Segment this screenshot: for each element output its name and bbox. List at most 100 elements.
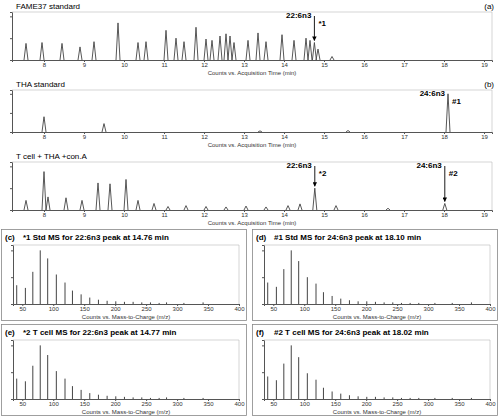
- y-tick: [11, 250, 13, 251]
- x-tick-label: 200: [111, 401, 122, 407]
- y-tick-mark: [262, 277, 264, 278]
- chromatogram-peak: [24, 43, 28, 60]
- y-tick-mark: [262, 250, 264, 251]
- x-tick-label: 350: [455, 401, 466, 407]
- x-tick: 200: [362, 399, 373, 407]
- chromatogram-peak: [136, 43, 140, 60]
- x-tick: 200: [362, 304, 373, 312]
- x-tick-label: 19: [481, 212, 488, 218]
- x-tick-label: 200: [362, 306, 373, 312]
- x-axis: 8910111213141516171819: [13, 210, 493, 218]
- y-axis: [11, 246, 14, 305]
- spectrum-stick: [349, 300, 350, 304]
- x-tick: 150: [80, 399, 91, 407]
- x-axis-title: Counts vs. Acquisition Time (min): [208, 220, 297, 226]
- panel: 50100150200250300350400(e)*2 T cell MS f…: [2, 325, 247, 416]
- plot-frame: [490, 245, 491, 304]
- panel: 8910111213141516171819FAME37 standard(a)…: [10, 2, 494, 76]
- x-tick-label: 17: [401, 62, 408, 68]
- panel: 50100150200250300350400(d)#1 Std MS for …: [253, 230, 498, 321]
- x-tick-label: 50: [19, 306, 26, 312]
- chromatogram-peak: [182, 42, 186, 60]
- chromatogram-peak: [24, 200, 28, 210]
- spectrum-stick: [366, 301, 367, 304]
- panel-label: (f): [256, 328, 264, 337]
- spectrum-stick: [65, 283, 66, 304]
- spectrum-stick: [159, 398, 160, 399]
- plot-frame: [492, 90, 493, 132]
- x-tick-label: 13: [241, 212, 248, 218]
- x-tick: 8: [43, 60, 47, 68]
- x-tick: 100: [49, 304, 60, 312]
- spectrum-stick: [47, 355, 48, 399]
- x-tick-label: 400: [485, 401, 496, 407]
- chromatogram-peak: [164, 30, 168, 60]
- y-tick-mark: [11, 372, 13, 373]
- spectrum-stick: [124, 397, 125, 399]
- y-axis-line: [262, 246, 265, 305]
- x-axis-title: Counts vs. Mass-to-Charge (m/z): [82, 314, 170, 320]
- x-tick: 350: [204, 399, 215, 407]
- title: #1 Std MS for 24:6n3 peak at 18.10 min: [274, 233, 421, 242]
- x-tick: 150: [80, 304, 91, 312]
- x-axis-title: Counts vs. Mass-to-Charge (m/z): [333, 314, 421, 320]
- x-tick-label: 300: [173, 401, 184, 407]
- x-tick: 18: [441, 132, 448, 140]
- annotation-label: 22:6n3: [286, 11, 312, 20]
- spectrum-stick: [392, 302, 393, 304]
- spectrum-stick: [283, 364, 284, 399]
- chromatogram-peak: [64, 198, 68, 210]
- spectrum-stick: [141, 302, 142, 304]
- y-tick: [11, 304, 13, 305]
- chromatogram-peak: [256, 33, 260, 60]
- y-tick: [10, 132, 12, 133]
- y-tick: [10, 38, 12, 39]
- marks: [24, 172, 447, 210]
- x-tick: 15: [321, 132, 328, 140]
- spectrum-stick: [183, 398, 184, 399]
- x-tick-label: 250: [142, 401, 153, 407]
- x-tick-label: 16: [361, 212, 368, 218]
- x-tick-label: 350: [204, 306, 215, 312]
- spectrum-stick: [323, 292, 324, 304]
- spectrum-stick: [81, 294, 82, 304]
- spectrum-stick: [366, 397, 367, 399]
- y-tick: [10, 113, 12, 114]
- spectrum-stick: [141, 397, 142, 399]
- plot-frame: [492, 162, 493, 210]
- chromatogram-peak: [116, 23, 120, 60]
- spectrum-stick: [133, 302, 134, 304]
- chromatogram-peak: [92, 42, 96, 60]
- x-axis-title: Counts vs. Acquisition Time (min): [208, 70, 297, 76]
- x-tick: 400: [234, 399, 245, 407]
- x-tick-label: 18: [441, 134, 448, 140]
- y-tick-mark: [10, 210, 12, 211]
- x-tick-label: 8: [43, 62, 47, 68]
- plot-frame: [13, 245, 239, 246]
- spectrum-stick: [401, 398, 402, 399]
- x-axis-title: Counts vs. Mass-to-Charge (m/z): [333, 409, 421, 415]
- x-tick-label: 13: [241, 134, 248, 140]
- x-tick: 400: [234, 304, 245, 312]
- spectrum-stick: [401, 303, 402, 304]
- x-tick: 17: [401, 132, 408, 140]
- x-tick-label: 250: [393, 306, 404, 312]
- x-tick-label: 400: [234, 306, 245, 312]
- annotation-marker: #2: [449, 169, 458, 178]
- y-tick-mark: [10, 94, 12, 95]
- x-tick-label: 350: [204, 401, 215, 407]
- y-tick: [11, 345, 13, 346]
- y-axis-line: [10, 91, 13, 133]
- chromatogram-peak: [184, 206, 188, 210]
- x-tick: 19: [481, 60, 488, 68]
- x-tick-label: 11: [161, 62, 168, 68]
- chromatogram-peak: [264, 42, 268, 60]
- chromatogram-peak: [232, 43, 236, 60]
- y-tick: [262, 277, 264, 278]
- chromatogram-peak: [246, 40, 250, 60]
- chromatogram-peak: [174, 38, 178, 60]
- panel-frame: [253, 325, 498, 416]
- annotation-label: 24:6n3: [420, 89, 446, 98]
- spectrum-stick: [410, 398, 411, 399]
- spectrum-stick: [166, 302, 167, 304]
